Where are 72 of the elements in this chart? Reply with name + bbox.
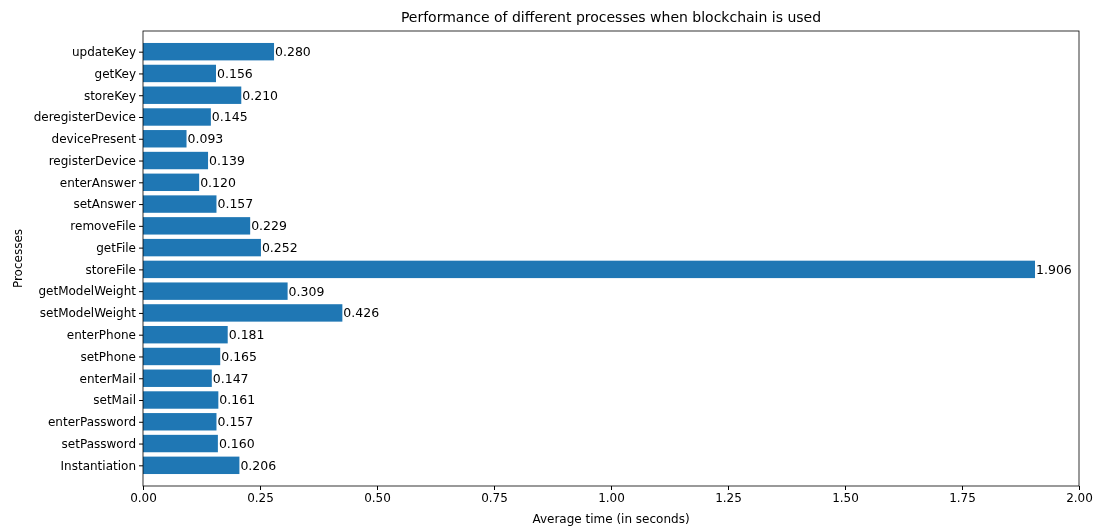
y-tick-label: enterAnswer [59, 175, 137, 190]
bar [143, 369, 212, 387]
x-tick-label: 0.50 [364, 490, 391, 505]
bar [143, 325, 228, 344]
data-label: 0.426 [343, 305, 380, 321]
y-tick-label: deregisterDevice [33, 110, 136, 125]
data-label: 0.181 [228, 327, 265, 343]
bar [143, 391, 219, 409]
y-tick-label: getKey [94, 66, 136, 81]
data-label: 0.252 [261, 239, 298, 255]
bar [143, 173, 200, 192]
data-label: 0.093 [187, 131, 224, 147]
y-axis-title: Processes [11, 228, 25, 289]
y-tick-label: setAnswer [73, 197, 137, 212]
data-label: 0.160 [218, 435, 255, 451]
x-tick-label: 0.00 [130, 490, 157, 505]
bar [143, 130, 187, 148]
bar [143, 413, 217, 431]
data-label: 0.161 [219, 392, 256, 408]
data-label: 0.165 [221, 348, 258, 364]
y-tick-label: getModelWeight [38, 284, 137, 299]
data-label: 0.210 [242, 87, 279, 103]
y-tick-label: enterMail [79, 371, 136, 386]
y-tick-label: Instantiation [60, 458, 136, 473]
bar [143, 347, 221, 366]
bar [143, 304, 343, 322]
y-tick-label: setModelWeight [39, 306, 137, 321]
x-tick-label: 1.25 [715, 490, 742, 505]
data-label: 0.145 [211, 109, 248, 125]
y-tick-label: storeFile [85, 262, 136, 277]
data-label: 0.139 [209, 152, 245, 168]
y-tick-label: storeKey [83, 88, 136, 103]
bar [143, 456, 240, 475]
y-tick-label: setPhone [80, 349, 136, 364]
x-tick-label: 0.75 [481, 490, 508, 505]
x-tick-label: 1.75 [949, 490, 976, 505]
bar [143, 108, 211, 126]
y-tick-label: enterPassword [47, 415, 136, 430]
bar [143, 260, 1036, 279]
data-label: 0.147 [212, 370, 249, 386]
bar [143, 195, 217, 213]
data-label: 0.120 [200, 174, 236, 190]
data-label: 0.157 [217, 196, 254, 212]
bar [143, 151, 209, 170]
y-tick-label: removeFile [70, 219, 136, 234]
y-tick-label: enterPhone [66, 328, 136, 343]
x-tick-label: 1.50 [832, 490, 859, 505]
data-label: 0.206 [240, 457, 277, 473]
data-label: 0.309 [288, 283, 325, 299]
y-tick-label: devicePresent [51, 132, 137, 147]
bar [143, 434, 218, 453]
data-label: 0.157 [217, 414, 254, 430]
y-tick-label: setMail [93, 393, 136, 408]
x-tick-label: 2.00 [1066, 490, 1093, 505]
y-tick-label: setPassword [61, 436, 136, 451]
y-tick-label: registerDevice [48, 153, 136, 168]
bar [143, 238, 261, 257]
bar [143, 282, 288, 300]
chart-title: Performance of different processes when blockchain is used [400, 9, 822, 25]
x-tick-label: 1.00 [598, 490, 625, 505]
bar [143, 42, 275, 61]
data-label: 1.906 [1036, 261, 1072, 277]
x-axis-title: Average time (in seconds) [532, 512, 690, 526]
bar [143, 86, 242, 104]
x-tick-label: 0.25 [247, 490, 274, 505]
data-label: 0.280 [275, 44, 311, 60]
data-label: 0.156 [217, 65, 253, 81]
y-tick-label: getFile [96, 240, 136, 255]
bar [143, 64, 217, 83]
y-tick-label: updateKey [71, 45, 136, 60]
data-label: 0.229 [251, 218, 287, 234]
bar [143, 217, 251, 235]
